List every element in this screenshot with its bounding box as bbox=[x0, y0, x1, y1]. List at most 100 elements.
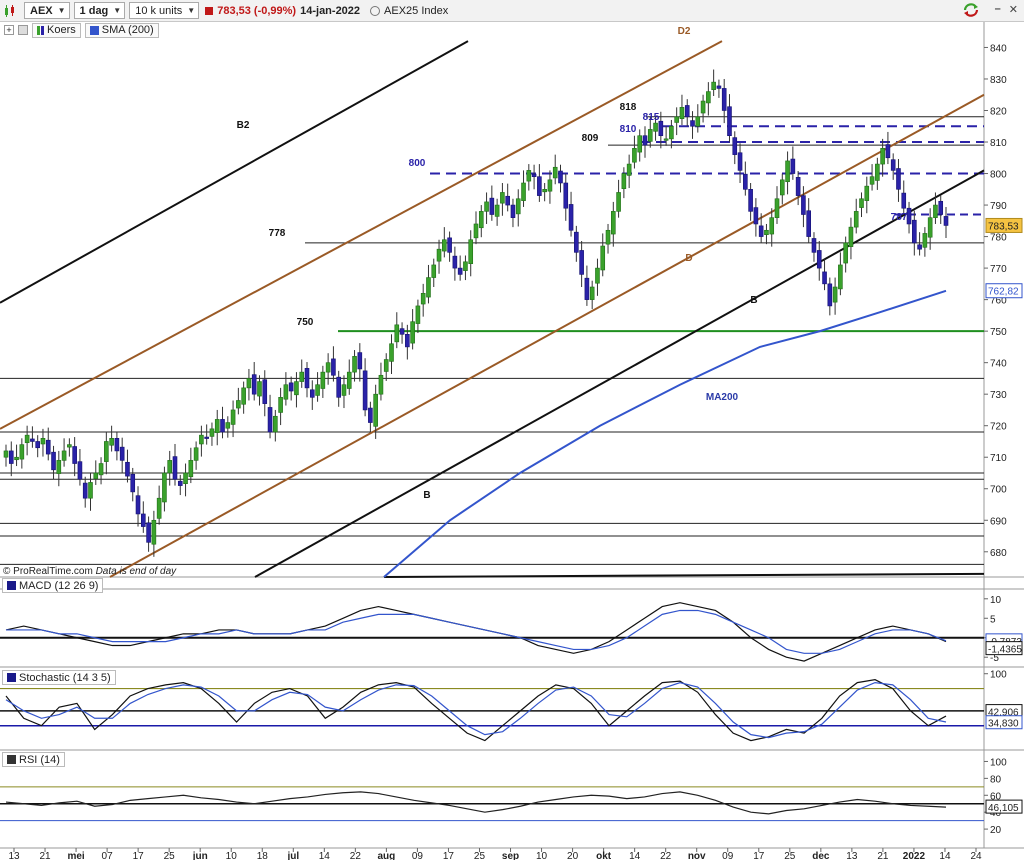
x-tick-label: 25 bbox=[784, 851, 796, 860]
candle-up bbox=[595, 267, 600, 284]
x-tick-label: 09 bbox=[412, 851, 424, 860]
candle-up bbox=[473, 223, 479, 239]
candle-down bbox=[146, 522, 151, 543]
price-date: 14-jan-2022 bbox=[300, 4, 361, 17]
symbol-select[interactable]: AEX ▼ bbox=[24, 2, 70, 19]
macd-swatch-icon bbox=[7, 581, 16, 590]
interval-select[interactable]: 1 dag ▼ bbox=[73, 2, 126, 19]
units-select[interactable]: 10 k units ▼ bbox=[129, 2, 200, 19]
ma-value-label: 762,82 bbox=[988, 287, 1019, 298]
candle-up bbox=[241, 387, 246, 405]
x-tick-label: jul bbox=[286, 851, 299, 860]
minimize-icon[interactable]: – bbox=[994, 3, 1001, 15]
instrument-radio[interactable] bbox=[370, 5, 381, 16]
label-787: 787 bbox=[891, 212, 908, 223]
stochastic-legend-item[interactable]: Stochastic (14 3 5) bbox=[2, 670, 116, 685]
y-tick-label: 100 bbox=[990, 670, 1007, 681]
candle-up bbox=[843, 242, 848, 264]
candle-up bbox=[463, 261, 468, 271]
label-750: 750 bbox=[297, 317, 314, 328]
candle-up bbox=[56, 460, 62, 474]
y-tick-label: -5 bbox=[990, 653, 999, 664]
candle-up bbox=[325, 362, 331, 373]
candle-down bbox=[906, 207, 912, 225]
y-tick-label: 100 bbox=[990, 757, 1007, 768]
candle-down bbox=[119, 446, 125, 461]
candle-up bbox=[156, 497, 162, 519]
add-indicator-icon[interactable]: + bbox=[4, 25, 14, 35]
x-tick-label: 25 bbox=[164, 851, 176, 860]
candle-up bbox=[526, 170, 532, 182]
x-tick-label: 21 bbox=[39, 851, 51, 860]
candle-up bbox=[378, 374, 384, 395]
candle-down bbox=[795, 177, 801, 196]
annotation-ma200: MA200 bbox=[706, 392, 739, 403]
candle-up bbox=[500, 192, 505, 204]
rsi-legend[interactable]: RSI (14) bbox=[2, 752, 65, 767]
sma-swatch-icon bbox=[89, 25, 99, 35]
candle-up bbox=[104, 441, 109, 462]
close-icon[interactable]: ✕ bbox=[1008, 4, 1018, 16]
candle-up bbox=[193, 447, 199, 461]
koers-swatch-icon bbox=[37, 25, 44, 35]
units-label: 10 k units bbox=[135, 4, 183, 17]
candle-down bbox=[336, 376, 341, 398]
candlestick-icon[interactable] bbox=[0, 1, 20, 21]
candle-up bbox=[653, 122, 658, 132]
candle-down bbox=[885, 144, 891, 159]
candle-down bbox=[716, 85, 722, 89]
candle-up bbox=[410, 321, 415, 344]
candle-up bbox=[769, 217, 775, 235]
candle-up bbox=[700, 100, 706, 114]
label-810: 810 bbox=[620, 124, 637, 135]
interval-label: 1 dag bbox=[79, 4, 109, 17]
candle-up bbox=[853, 211, 859, 228]
symbol-label: AEX bbox=[30, 4, 53, 17]
x-tick-label: 18 bbox=[257, 851, 269, 860]
legend-sma[interactable]: SMA (200) bbox=[84, 22, 159, 38]
x-tick-label: 21 bbox=[877, 851, 889, 860]
price-display: 783,53 (-0,99%) 14-jan-2022 AEX25 Index bbox=[205, 5, 448, 17]
channel-b-lower-line bbox=[383, 572, 985, 578]
y-tick-label: 770 bbox=[990, 264, 1007, 275]
macd-legend-item[interactable]: MACD (12 26 9) bbox=[2, 578, 104, 593]
candle-down bbox=[943, 216, 949, 226]
candle-down bbox=[77, 461, 83, 480]
y-tick-label: 40 bbox=[990, 808, 1002, 819]
label-815: 815 bbox=[643, 112, 660, 123]
candle-up bbox=[848, 226, 854, 247]
legend-koers[interactable]: Koers bbox=[32, 22, 81, 38]
candle-down bbox=[753, 207, 759, 225]
candle-up bbox=[188, 460, 194, 478]
candle-down bbox=[447, 237, 452, 253]
value-tag bbox=[985, 715, 1023, 730]
candle-up bbox=[257, 381, 262, 397]
candle-up bbox=[859, 198, 864, 208]
y-tick-label: 10 bbox=[990, 595, 1002, 606]
refresh-icon[interactable] bbox=[962, 2, 980, 21]
candle-up bbox=[632, 148, 637, 163]
candle-up bbox=[922, 233, 928, 248]
macd-legend-label: MACD (12 26 9) bbox=[19, 579, 99, 592]
settings-icon[interactable] bbox=[18, 25, 28, 35]
rsi-legend-item[interactable]: RSI (14) bbox=[2, 752, 65, 767]
x-tick-label: 13 bbox=[846, 851, 858, 860]
candle-down bbox=[399, 328, 405, 335]
x-tick-label: 13 bbox=[8, 851, 20, 860]
candle-down bbox=[135, 495, 141, 515]
y-tick-label: 720 bbox=[990, 422, 1007, 433]
candle-down bbox=[642, 135, 648, 146]
candle-up bbox=[779, 179, 785, 196]
candle-up bbox=[415, 305, 421, 324]
candle-up bbox=[431, 264, 437, 278]
toolbar: AEX ▼ 1 dag ▼ 10 k units ▼ 783,53 (-0,99%) … bbox=[0, 0, 1024, 22]
value-tag-label: 46,105 bbox=[988, 803, 1019, 814]
macd-legend[interactable]: MACD (12 26 9) bbox=[2, 578, 104, 593]
candle-up bbox=[93, 472, 99, 479]
candle-up bbox=[515, 198, 521, 215]
y-tick-label: 760 bbox=[990, 296, 1007, 307]
rsi-line bbox=[5, 791, 947, 815]
stochastic-legend[interactable]: Stochastic (14 3 5) bbox=[2, 670, 116, 685]
x-tick-label: 09 bbox=[722, 851, 734, 860]
